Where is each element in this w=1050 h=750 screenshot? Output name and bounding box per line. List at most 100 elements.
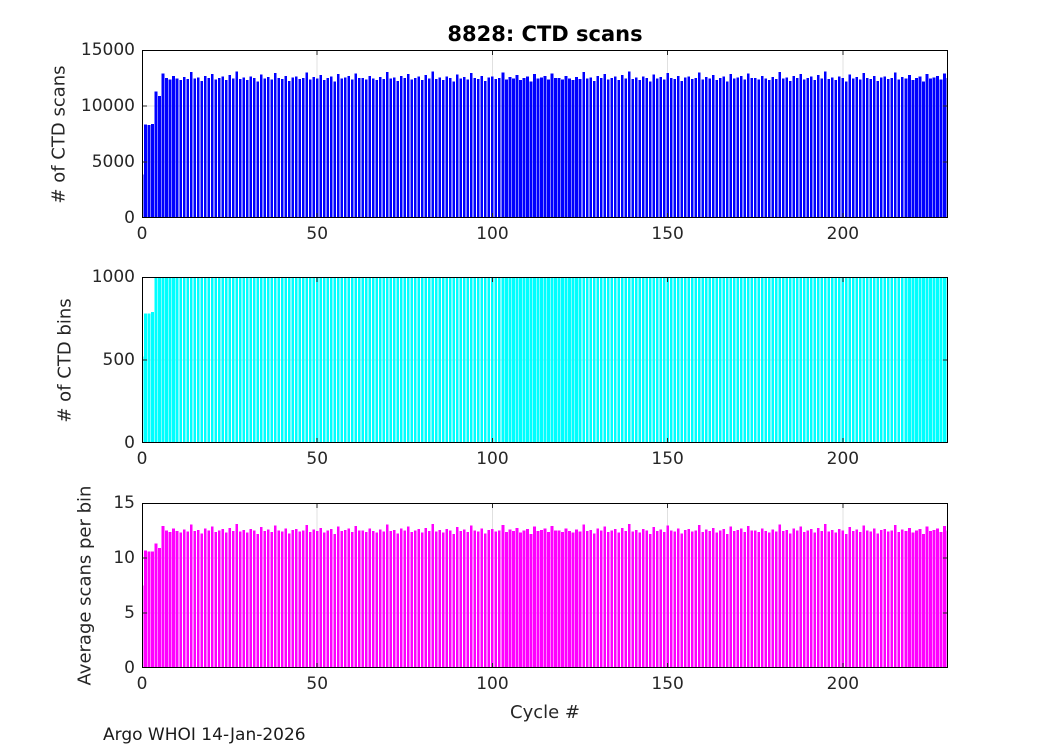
bar xyxy=(620,527,624,668)
bar xyxy=(315,531,319,668)
bar xyxy=(484,80,487,218)
bar xyxy=(505,79,508,218)
bar xyxy=(862,277,866,443)
bar xyxy=(470,525,473,668)
bar xyxy=(189,277,193,443)
bar xyxy=(336,74,340,218)
bar xyxy=(522,530,526,668)
bar xyxy=(463,76,466,218)
bar xyxy=(729,74,733,218)
bar xyxy=(235,71,238,218)
x-tick-label: 50 xyxy=(306,224,329,244)
bar xyxy=(557,78,561,218)
bar xyxy=(438,277,442,443)
bar xyxy=(690,277,694,443)
bar xyxy=(722,277,726,443)
bar xyxy=(144,124,147,218)
bar xyxy=(438,77,442,218)
x-tick-label: 50 xyxy=(306,674,329,694)
y-tick-label: 0 xyxy=(124,208,135,228)
bar xyxy=(789,80,792,218)
bar xyxy=(613,528,617,668)
bar xyxy=(214,79,217,218)
bar xyxy=(564,75,568,218)
bar xyxy=(838,76,841,218)
bar xyxy=(172,277,175,443)
bar xyxy=(357,78,361,218)
bar xyxy=(869,277,873,443)
bar xyxy=(694,78,697,218)
y-tick-label: 10 xyxy=(113,548,135,568)
bar xyxy=(641,277,645,443)
bar xyxy=(645,277,648,443)
bar xyxy=(277,78,280,218)
bar xyxy=(708,531,711,668)
bar xyxy=(389,277,393,443)
bar xyxy=(894,277,897,443)
bar xyxy=(294,277,298,443)
bar xyxy=(382,277,386,443)
bar xyxy=(918,528,922,668)
bar xyxy=(547,277,550,443)
bar xyxy=(364,79,368,218)
y-tick-label: 10000 xyxy=(80,96,135,116)
bar xyxy=(256,81,259,218)
bar xyxy=(410,532,414,668)
bar xyxy=(701,532,704,668)
bar xyxy=(371,78,375,218)
bar xyxy=(859,79,862,218)
bar xyxy=(396,80,400,218)
bar xyxy=(242,77,245,218)
bar xyxy=(477,79,480,218)
bar xyxy=(322,80,326,218)
bar xyxy=(806,277,810,443)
bar xyxy=(252,277,256,443)
bar xyxy=(147,313,151,443)
bar xyxy=(536,78,540,218)
bar xyxy=(778,277,782,443)
bar xyxy=(701,79,704,218)
bar xyxy=(396,533,400,668)
bar xyxy=(603,74,606,218)
x-tick-label: 200 xyxy=(826,224,860,244)
bar xyxy=(831,529,834,668)
bar xyxy=(831,277,834,443)
bar xyxy=(911,532,915,668)
bar xyxy=(585,277,589,443)
bar xyxy=(817,277,820,443)
bar xyxy=(305,72,308,218)
bar xyxy=(165,78,168,218)
axes-border xyxy=(142,503,948,668)
bar xyxy=(368,75,372,218)
bar xyxy=(897,532,901,668)
bar xyxy=(936,277,939,443)
bar xyxy=(715,277,719,443)
bar xyxy=(704,277,708,443)
bar xyxy=(729,526,733,668)
bar xyxy=(599,530,603,668)
bar xyxy=(343,277,347,443)
bar xyxy=(561,277,564,443)
bar xyxy=(743,79,747,218)
bar xyxy=(308,277,312,443)
bar xyxy=(154,91,158,218)
bar xyxy=(498,78,501,218)
bar xyxy=(880,529,883,668)
bar xyxy=(817,527,820,668)
bar xyxy=(396,277,400,443)
bar xyxy=(774,79,778,218)
bar xyxy=(414,530,417,668)
bar xyxy=(908,75,911,218)
bar xyxy=(207,530,210,668)
bar xyxy=(659,76,662,218)
bar xyxy=(673,277,676,443)
bar xyxy=(168,79,172,218)
bar xyxy=(186,531,189,668)
bar xyxy=(915,277,918,443)
bar xyxy=(603,277,606,443)
bar xyxy=(508,76,512,218)
bar xyxy=(193,277,196,443)
bar xyxy=(939,532,943,668)
bar xyxy=(319,527,323,668)
bar xyxy=(543,277,547,443)
